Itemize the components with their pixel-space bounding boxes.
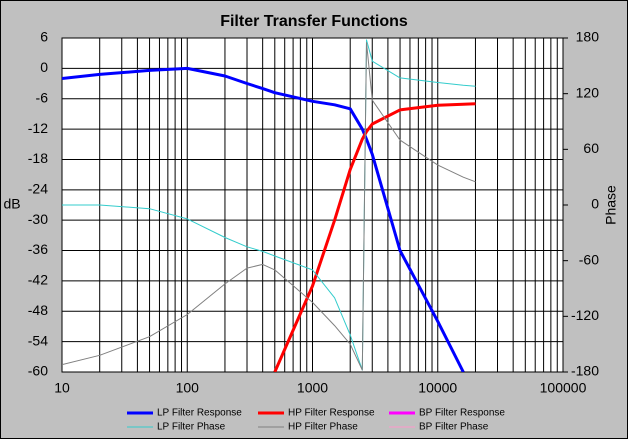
y-axis-label: dB [3, 196, 20, 212]
y-tick-label: -24 [28, 181, 48, 197]
y2-tick-label: -180 [571, 363, 599, 379]
x-tick-label: 10000 [418, 380, 457, 396]
legend-text: BP Filter Phase [419, 422, 489, 433]
series-line [62, 66, 465, 372]
y2-tick-label: 120 [576, 84, 600, 100]
legend-text: HP Filter Phase [288, 422, 358, 433]
y-tick-label: -6 [36, 89, 49, 105]
x-tick-label: 100 [176, 380, 200, 396]
legend-text: LP Filter Response [157, 408, 242, 419]
y-tick-label: 0 [40, 59, 48, 75]
y-tick-label: -12 [28, 120, 48, 136]
y-tick-label: 6 [40, 29, 48, 45]
series-line [273, 102, 476, 372]
series-line [62, 39, 476, 371]
y-tick-label: -48 [28, 302, 48, 318]
legend-text: LP Filter Phase [157, 422, 226, 433]
x-tick-label: 1000 [297, 380, 328, 396]
y-tick-label: -54 [28, 332, 48, 348]
y2-tick-label: -120 [571, 307, 599, 323]
y2-tick-label: -60 [579, 251, 599, 267]
y2-tick-label: 180 [576, 29, 600, 45]
y-tick-label: -42 [28, 272, 48, 288]
chart-title: Filter Transfer Functions [220, 13, 408, 30]
y2-tick-label: 0 [591, 196, 599, 212]
y-tick-label: -30 [28, 211, 48, 227]
series-line [62, 42, 476, 371]
y2-axis-label: Phase [603, 185, 619, 225]
series-group [62, 39, 476, 372]
y-tick-label: -36 [28, 241, 48, 257]
legend-text: BP Filter Response [419, 408, 505, 419]
x-tick-label: 10 [54, 380, 70, 396]
legend-text: HP Filter Response [288, 408, 375, 419]
y-tick-label: -60 [28, 363, 48, 379]
y2-tick-label: 60 [583, 140, 599, 156]
x-tick-label: 100000 [540, 380, 587, 396]
y-tick-label: -18 [28, 150, 48, 166]
